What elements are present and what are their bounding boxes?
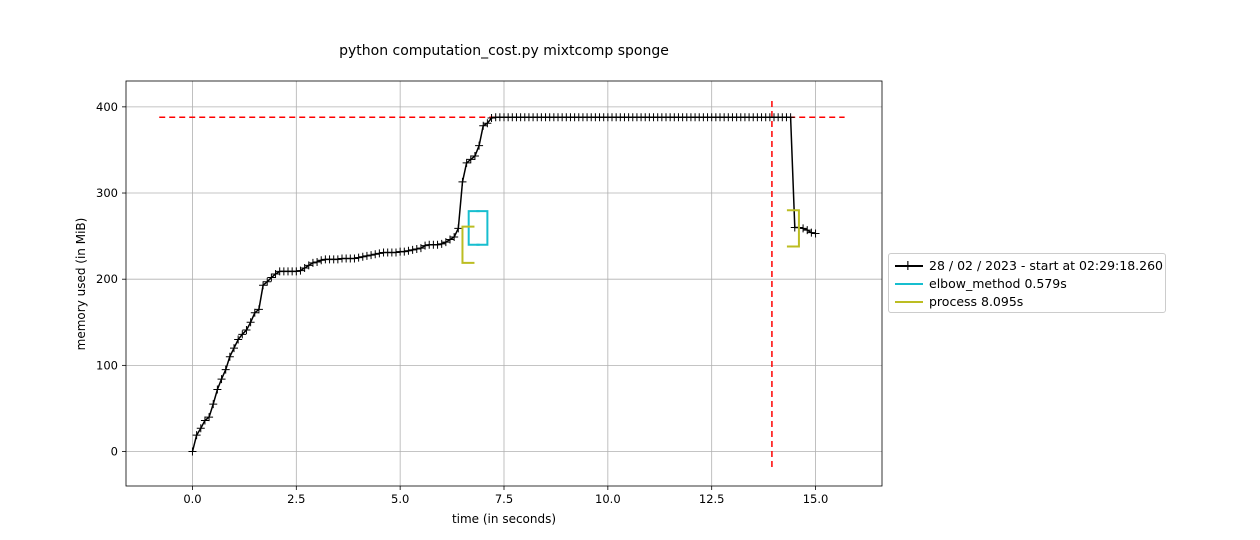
- y-tick-label: 200: [96, 272, 118, 286]
- data-point-marker: [400, 247, 409, 256]
- data-point-marker: [437, 239, 446, 248]
- data-point-marker: [205, 413, 214, 422]
- data-point-marker: [317, 256, 326, 265]
- data-point-marker: [421, 241, 430, 250]
- data-point-marker: [462, 158, 471, 167]
- legend-label-elbow: elbow_method 0.579s: [929, 276, 1067, 291]
- data-point-marker: [450, 232, 459, 241]
- data-point-marker: [246, 318, 255, 327]
- data-point-marker: [333, 255, 342, 264]
- data-point-marker: [458, 177, 467, 186]
- y-tick-label: 100: [96, 358, 118, 372]
- data-point-marker: [234, 335, 243, 344]
- data-point-marker: [254, 305, 263, 314]
- data-point-marker: [196, 424, 205, 433]
- legend-label-memory: 28 / 02 / 2023 - start at 02:29:18.260: [929, 258, 1163, 273]
- data-point-marker: [807, 228, 816, 237]
- data-point-marker: [200, 416, 209, 425]
- data-point-marker: [267, 273, 276, 282]
- legend-swatch-process: [895, 301, 923, 303]
- data-point-marker: [404, 246, 413, 255]
- data-point-marker: [475, 141, 484, 150]
- y-tick-label: 0: [111, 445, 118, 459]
- legend-entry-process: process 8.095s: [889, 293, 1167, 311]
- process-start-bracket: [461, 225, 475, 264]
- chart-title: python computation_cost.py mixtcomp spon…: [339, 43, 669, 59]
- data-point-marker: [416, 244, 425, 253]
- x-axis-label: time (in seconds): [452, 512, 556, 526]
- data-point-marker: [408, 245, 417, 254]
- data-point-marker: [446, 235, 454, 244]
- process-end-bracket: [786, 209, 800, 248]
- axes-frame: [125, 80, 883, 487]
- legend-entry-memory: + 28 / 02 / 2023 - start at 02:29:18.260: [889, 257, 1167, 275]
- data-point-marker: [225, 352, 234, 361]
- data-point-marker: [308, 258, 317, 267]
- data-point-marker: [263, 277, 272, 286]
- data-point-marker: [271, 270, 280, 279]
- data-point-marker: [466, 155, 475, 164]
- plot-area: 0.0 2.5 5.0 7.5 10.0 12.5 15.0 0 100 200 300 400: [96, 80, 883, 506]
- data-point-marker: [392, 248, 400, 257]
- data-point-marker: [192, 431, 201, 440]
- data-point-marker: [250, 308, 259, 317]
- legend-swatch-memory: [895, 265, 923, 267]
- x-tick-label: 2.5: [287, 492, 305, 506]
- data-point-marker: [242, 326, 251, 335]
- data-point-marker: [313, 257, 322, 266]
- data-point-marker: [188, 447, 197, 456]
- legend-entry-elbow: elbow_method 0.579s: [889, 275, 1167, 293]
- elbow-end-bracket: [476, 210, 489, 246]
- data-point-marker: [354, 253, 363, 262]
- elbow-start-bracket: [467, 210, 480, 246]
- data-point-marker: [238, 330, 247, 339]
- x-tick-label: 5.0: [391, 492, 409, 506]
- data-point-marker: [304, 261, 313, 270]
- data-point-marker: [412, 245, 421, 254]
- data-point-marker: [217, 375, 226, 384]
- data-point-marker: [209, 400, 218, 409]
- data-point-marker: [362, 251, 371, 260]
- data-point-marker: [259, 281, 268, 290]
- data-point-marker: [454, 224, 463, 233]
- data-point-marker: [487, 114, 496, 123]
- data-point-marker: [350, 254, 359, 263]
- x-tick-label: 12.5: [699, 492, 725, 506]
- data-point-marker: [221, 365, 230, 374]
- data-point-marker: [799, 224, 808, 233]
- data-point-marker: [479, 121, 488, 130]
- data-point-marker: [811, 229, 820, 238]
- data-point-marker: [296, 266, 305, 275]
- y-tick-label: 300: [96, 186, 118, 200]
- legend-label-process: process 8.095s: [929, 294, 1024, 309]
- data-point-marker: [300, 263, 309, 272]
- data-point-marker: [433, 240, 442, 249]
- data-point-marker: [803, 226, 812, 235]
- x-tick-label: 10.0: [595, 492, 621, 506]
- data-point-marker: [786, 113, 795, 122]
- data-point-marker: [483, 119, 492, 128]
- y-tick-label: 400: [96, 100, 118, 114]
- x-tick-label: 0.0: [183, 492, 201, 506]
- legend-swatch-elbow: [895, 283, 923, 285]
- legend: + 28 / 02 / 2023 - start at 02:29:18.260…: [888, 253, 1166, 313]
- plus-marker-icon: +: [902, 258, 914, 274]
- data-point-marker: [470, 151, 479, 160]
- data-point-marker: [367, 251, 376, 260]
- data-point-marker: [371, 250, 380, 259]
- data-point-marker: [213, 385, 222, 394]
- data-point-marker: [441, 238, 450, 247]
- data-point-marker: [230, 344, 238, 353]
- data-point-marker: [292, 267, 301, 276]
- y-axis-label: memory used (in MiB): [74, 218, 88, 351]
- x-tick-label: 15.0: [803, 492, 829, 506]
- x-tick-label: 7.5: [495, 492, 513, 506]
- data-point-marker: [358, 252, 367, 261]
- data-point-marker: [375, 249, 384, 258]
